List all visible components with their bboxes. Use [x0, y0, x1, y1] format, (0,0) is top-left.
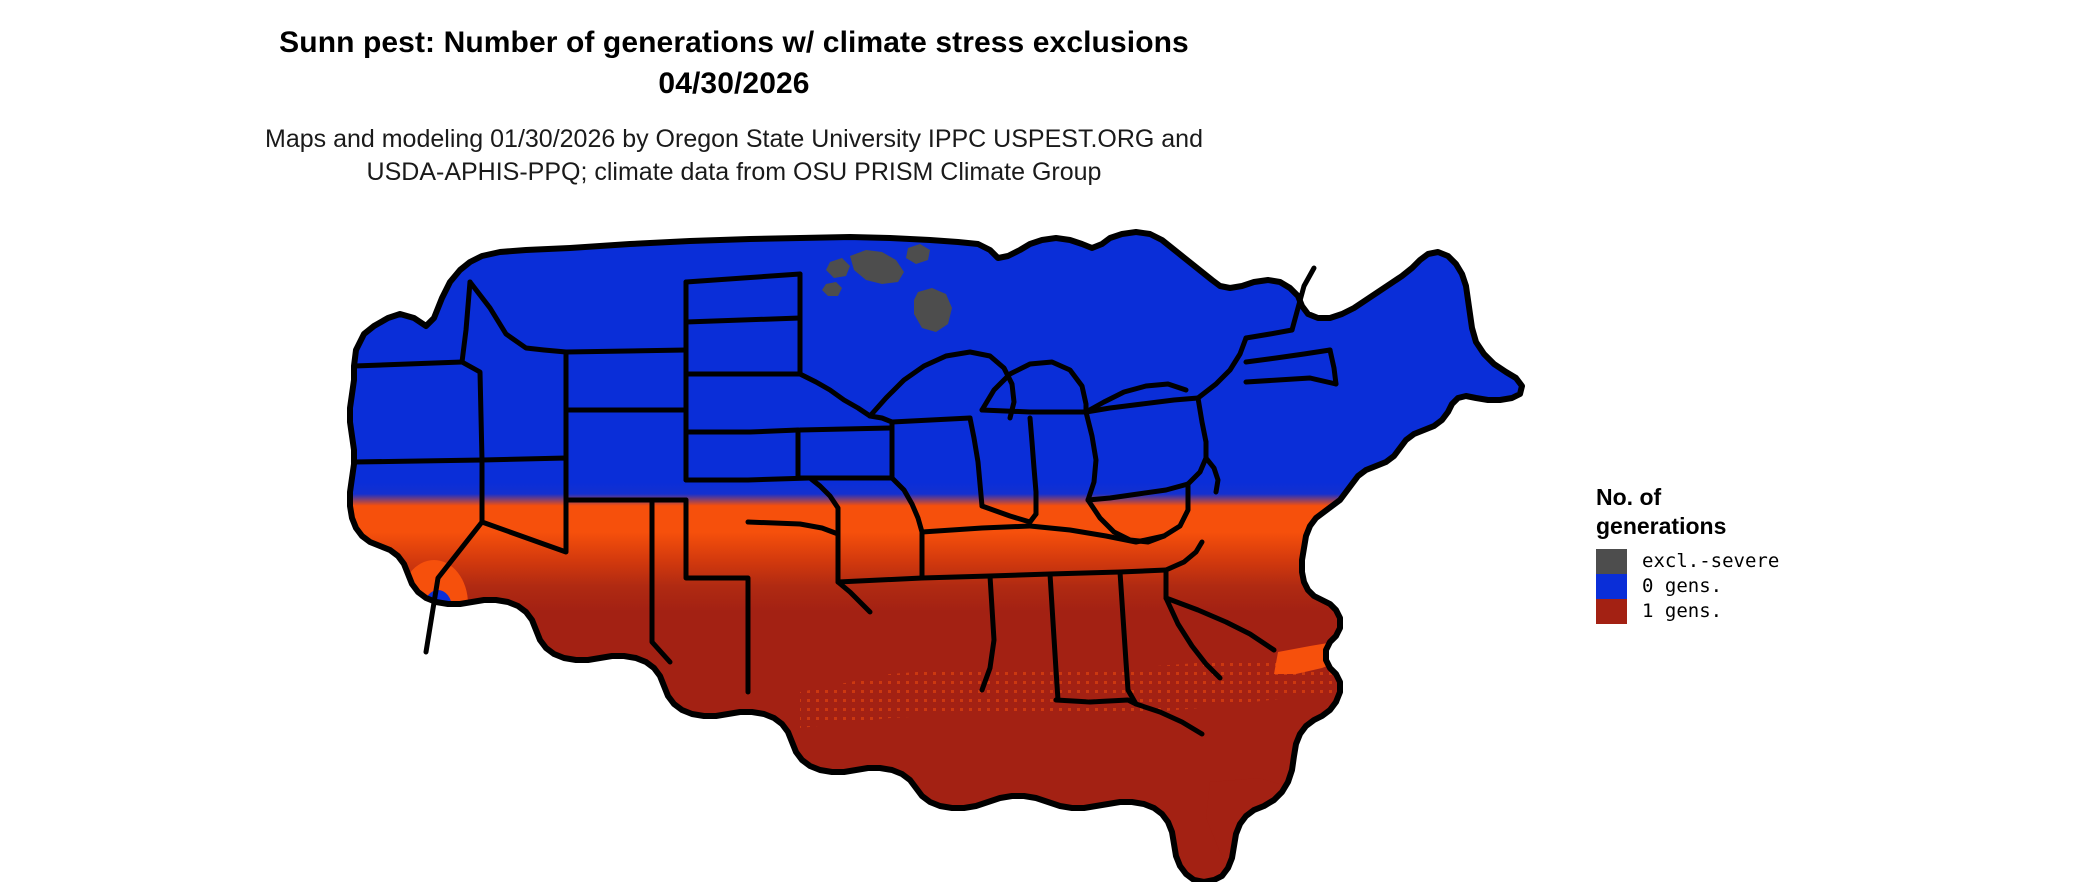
border-id-mt [467, 279, 569, 355]
border-nd-canada [683, 271, 803, 285]
border-wa-id [459, 279, 473, 365]
border-wi-il [889, 415, 973, 425]
border-in-oh [1027, 415, 1039, 517]
legend-item-0-gens[interactable]: 0 gens. [1596, 574, 1936, 599]
border-ca-nv-az [423, 457, 485, 655]
border-ct-ma [1243, 375, 1339, 387]
map-legend: No. of generations excl.-severe 0 gens. … [1596, 483, 1936, 624]
border-nc-sc [1163, 595, 1277, 653]
border-ok-tx [745, 519, 841, 537]
border-oh-wv-pa [1083, 409, 1099, 503]
border-nh-me [1289, 265, 1317, 333]
border-in-ky [979, 503, 1039, 525]
border-ky-va-tn [1027, 523, 1167, 545]
border-mo-il-ky [889, 475, 925, 535]
border-vt-nh [1243, 327, 1295, 341]
border-ma-vt-nh [1243, 347, 1333, 365]
border-az-nm [649, 497, 673, 665]
page-title: Sunn pest: Number of generations w/ clim… [279, 26, 1189, 100]
legend-item-1-gens[interactable]: 1 gens. [1596, 599, 1936, 624]
border-il-in [967, 415, 985, 509]
legend-label-1-gens: 1 gens. [1642, 600, 1723, 622]
border-mn-wi [797, 371, 873, 419]
border-va-md [1161, 481, 1191, 539]
map-borders [347, 229, 1525, 882]
border-ny-nj-ct [1195, 395, 1209, 445]
legend-swatch-1-gens [1596, 599, 1627, 624]
legend-title: No. of generations [1596, 484, 1727, 539]
border-nm-tx-ok [683, 497, 751, 695]
border-mo-ar-ok [807, 475, 841, 537]
border-al-ms [1047, 571, 1061, 703]
page-subtitle: Maps and modeling 01/30/2026 by Oregon S… [265, 125, 1203, 186]
border-or-ca [351, 457, 485, 465]
legend-item-excl-severe[interactable]: excl.-severe [1596, 549, 1936, 574]
border-pa-ny [1083, 395, 1201, 415]
lake-superior-shore [867, 349, 1017, 421]
border-ny-vt [1195, 335, 1249, 401]
map-header: Sunn pest: Number of generations w/ clim… [0, 0, 1468, 189]
border-sc-ga [1163, 595, 1223, 681]
border-ga-fl [1053, 697, 1139, 707]
border-ar-la [835, 575, 925, 585]
border-mt-wy [563, 347, 689, 355]
border-ms-la [979, 573, 997, 693]
border-ma-ri-ct [1327, 347, 1339, 387]
california-interior-hole [424, 590, 452, 626]
border-nd-sd [683, 315, 803, 325]
border-pa-nj [1185, 439, 1209, 487]
border-wa-or [351, 359, 465, 369]
border-fl-ga-east [1133, 701, 1205, 737]
lake-michigan-shore [979, 359, 1089, 415]
map-svg [347, 229, 1525, 882]
border-ks-ok [683, 475, 813, 483]
southern-transition-speckle [800, 654, 1340, 728]
legend-swatch-excl-severe [1596, 549, 1627, 574]
legend-swatch-0-gens [1596, 574, 1627, 599]
border-pa-md-wv [1085, 481, 1191, 503]
map-landmass [350, 232, 1522, 882]
border-ne-ks [683, 427, 801, 435]
legend-items: excl.-severe 0 gens. 1 gens. [1596, 549, 1936, 624]
border-mn-ia [797, 425, 895, 433]
national-border [347, 229, 1525, 882]
border-tn-nc-east [1163, 539, 1205, 573]
border-wi-mn-ia [867, 413, 895, 431]
us-choropleth-map[interactable] [330, 222, 1570, 882]
border-or-id [459, 359, 485, 463]
border-mi-in-oh [979, 407, 1089, 415]
excluded-severe-patches [822, 244, 952, 332]
border-ky-tn-border [919, 523, 1033, 535]
legend-label-0-gens: 0 gens. [1642, 575, 1723, 597]
lake-erie-shore [1083, 381, 1189, 415]
border-ar-la-tx [835, 531, 873, 615]
border-de-md [1203, 455, 1221, 495]
legend-label-excl-severe: excl.-severe [1642, 550, 1780, 572]
border-nv-ut [479, 455, 569, 555]
border-ga-al [1117, 569, 1139, 707]
